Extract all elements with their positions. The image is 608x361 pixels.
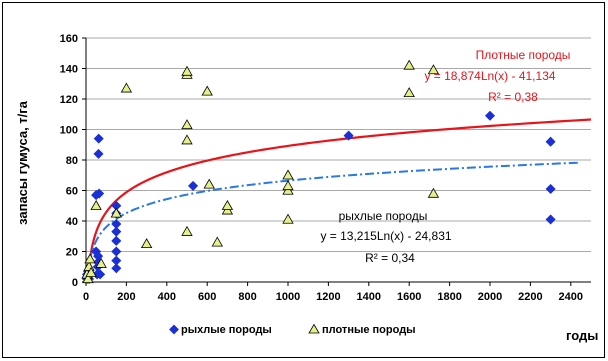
point-diamond <box>95 269 106 280</box>
x-tick-label: 1400 <box>357 291 381 303</box>
trendline-label-dense: Плотные породы y = 18,874Ln(x) - 41,134 R²… <box>424 48 570 104</box>
x-tick-label: 200 <box>117 291 135 303</box>
point-diamond <box>111 219 122 230</box>
y-tick-label: 40 <box>66 216 78 228</box>
point-triangle <box>427 64 440 75</box>
y-tick-label: 80 <box>66 155 78 167</box>
point-diamond <box>545 214 556 225</box>
point-triangle <box>282 169 294 180</box>
point-diamond <box>545 136 556 147</box>
point-triangle <box>403 87 415 98</box>
point-diamond <box>93 251 104 262</box>
gridlines <box>86 37 591 252</box>
x-tick-label: 1600 <box>397 291 421 303</box>
point-diamond <box>545 183 556 194</box>
point-diamond <box>188 180 199 191</box>
x-tick-label: 400 <box>158 291 176 303</box>
data-points <box>81 59 556 284</box>
point-diamond <box>93 133 104 144</box>
point-triangle <box>201 85 213 96</box>
y-tick-label: 20 <box>66 247 78 259</box>
legend-marker-diamond <box>169 324 179 335</box>
y-tick-label: 100 <box>60 125 78 137</box>
point-triangle <box>181 65 193 76</box>
point-diamond <box>111 235 122 246</box>
legend-label-dense: плотные породы <box>322 324 416 336</box>
axes <box>82 37 591 286</box>
point-triangle <box>95 257 107 268</box>
x-tick-label: 2400 <box>559 291 583 303</box>
point-triangle <box>427 187 440 198</box>
point-diamond <box>111 263 122 274</box>
point-triangle <box>221 199 234 210</box>
point-triangle <box>203 178 215 189</box>
x-tick-label: 2000 <box>478 291 502 303</box>
trendline-loose <box>86 161 581 279</box>
x-tick-label: 600 <box>198 291 216 303</box>
point-triangle <box>90 199 102 210</box>
trendline-label-line: y = 18,874Ln(x) - 41,134 <box>424 69 555 83</box>
x-axis-title: годы <box>566 328 598 343</box>
x-tick-label: 800 <box>238 291 256 303</box>
y-tick-label: 160 <box>60 33 78 45</box>
point-diamond <box>93 148 104 159</box>
point-diamond <box>484 110 496 121</box>
point-triangle <box>181 134 193 145</box>
trendline-label-loose: рыхлые породы y = 13,215Ln(x) - 24,831 R² … <box>320 209 451 265</box>
legend: рыхлые породы плотные породы <box>169 323 416 336</box>
point-triangle <box>85 267 97 277</box>
chart-frame <box>2 2 605 358</box>
y-tick-label: 0 <box>72 277 78 289</box>
trendline-label-line: рыхлые породы <box>339 209 428 223</box>
point-triangle <box>140 238 153 249</box>
y-axis-title: запасы гумуса, т/га <box>15 100 30 225</box>
point-diamond <box>111 246 122 257</box>
point-triangle <box>82 273 94 284</box>
x-tick-label: 1000 <box>276 291 300 303</box>
point-triangle <box>282 213 294 224</box>
point-triangle <box>84 253 96 264</box>
trendlines <box>86 118 592 279</box>
point-diamond <box>111 226 122 237</box>
y-tick-label: 140 <box>60 64 78 76</box>
point-diamond <box>111 255 122 266</box>
point-triangle <box>211 236 223 247</box>
y-tick-label: 120 <box>60 94 78 106</box>
legend-label-loose: рыхлые породы <box>181 324 272 336</box>
x-tick-label: 0 <box>83 291 89 303</box>
point-triangle <box>403 59 415 70</box>
trendline-dense <box>88 118 592 259</box>
point-diamond <box>343 130 354 141</box>
x-tick-label: 1800 <box>437 291 461 303</box>
point-diamond <box>94 188 105 199</box>
trendline-label-line: R² = 0,34 <box>365 251 415 265</box>
trendline-label-line: Плотные породы <box>476 48 571 62</box>
x-tick-label: 1200 <box>316 291 340 303</box>
trendline-label-line: R² = 0,38 <box>488 90 538 104</box>
point-triangle <box>181 119 193 130</box>
x-tick-label: 2200 <box>518 291 542 303</box>
point-triangle <box>282 180 294 191</box>
trendline-label-line: y = 13,215Ln(x) - 24,831 <box>320 229 451 243</box>
legend-marker-triangle <box>308 323 320 334</box>
point-triangle <box>181 225 193 236</box>
point-triangle <box>120 82 133 93</box>
y-tick-label: 60 <box>66 186 78 198</box>
point-triangle <box>110 207 122 218</box>
